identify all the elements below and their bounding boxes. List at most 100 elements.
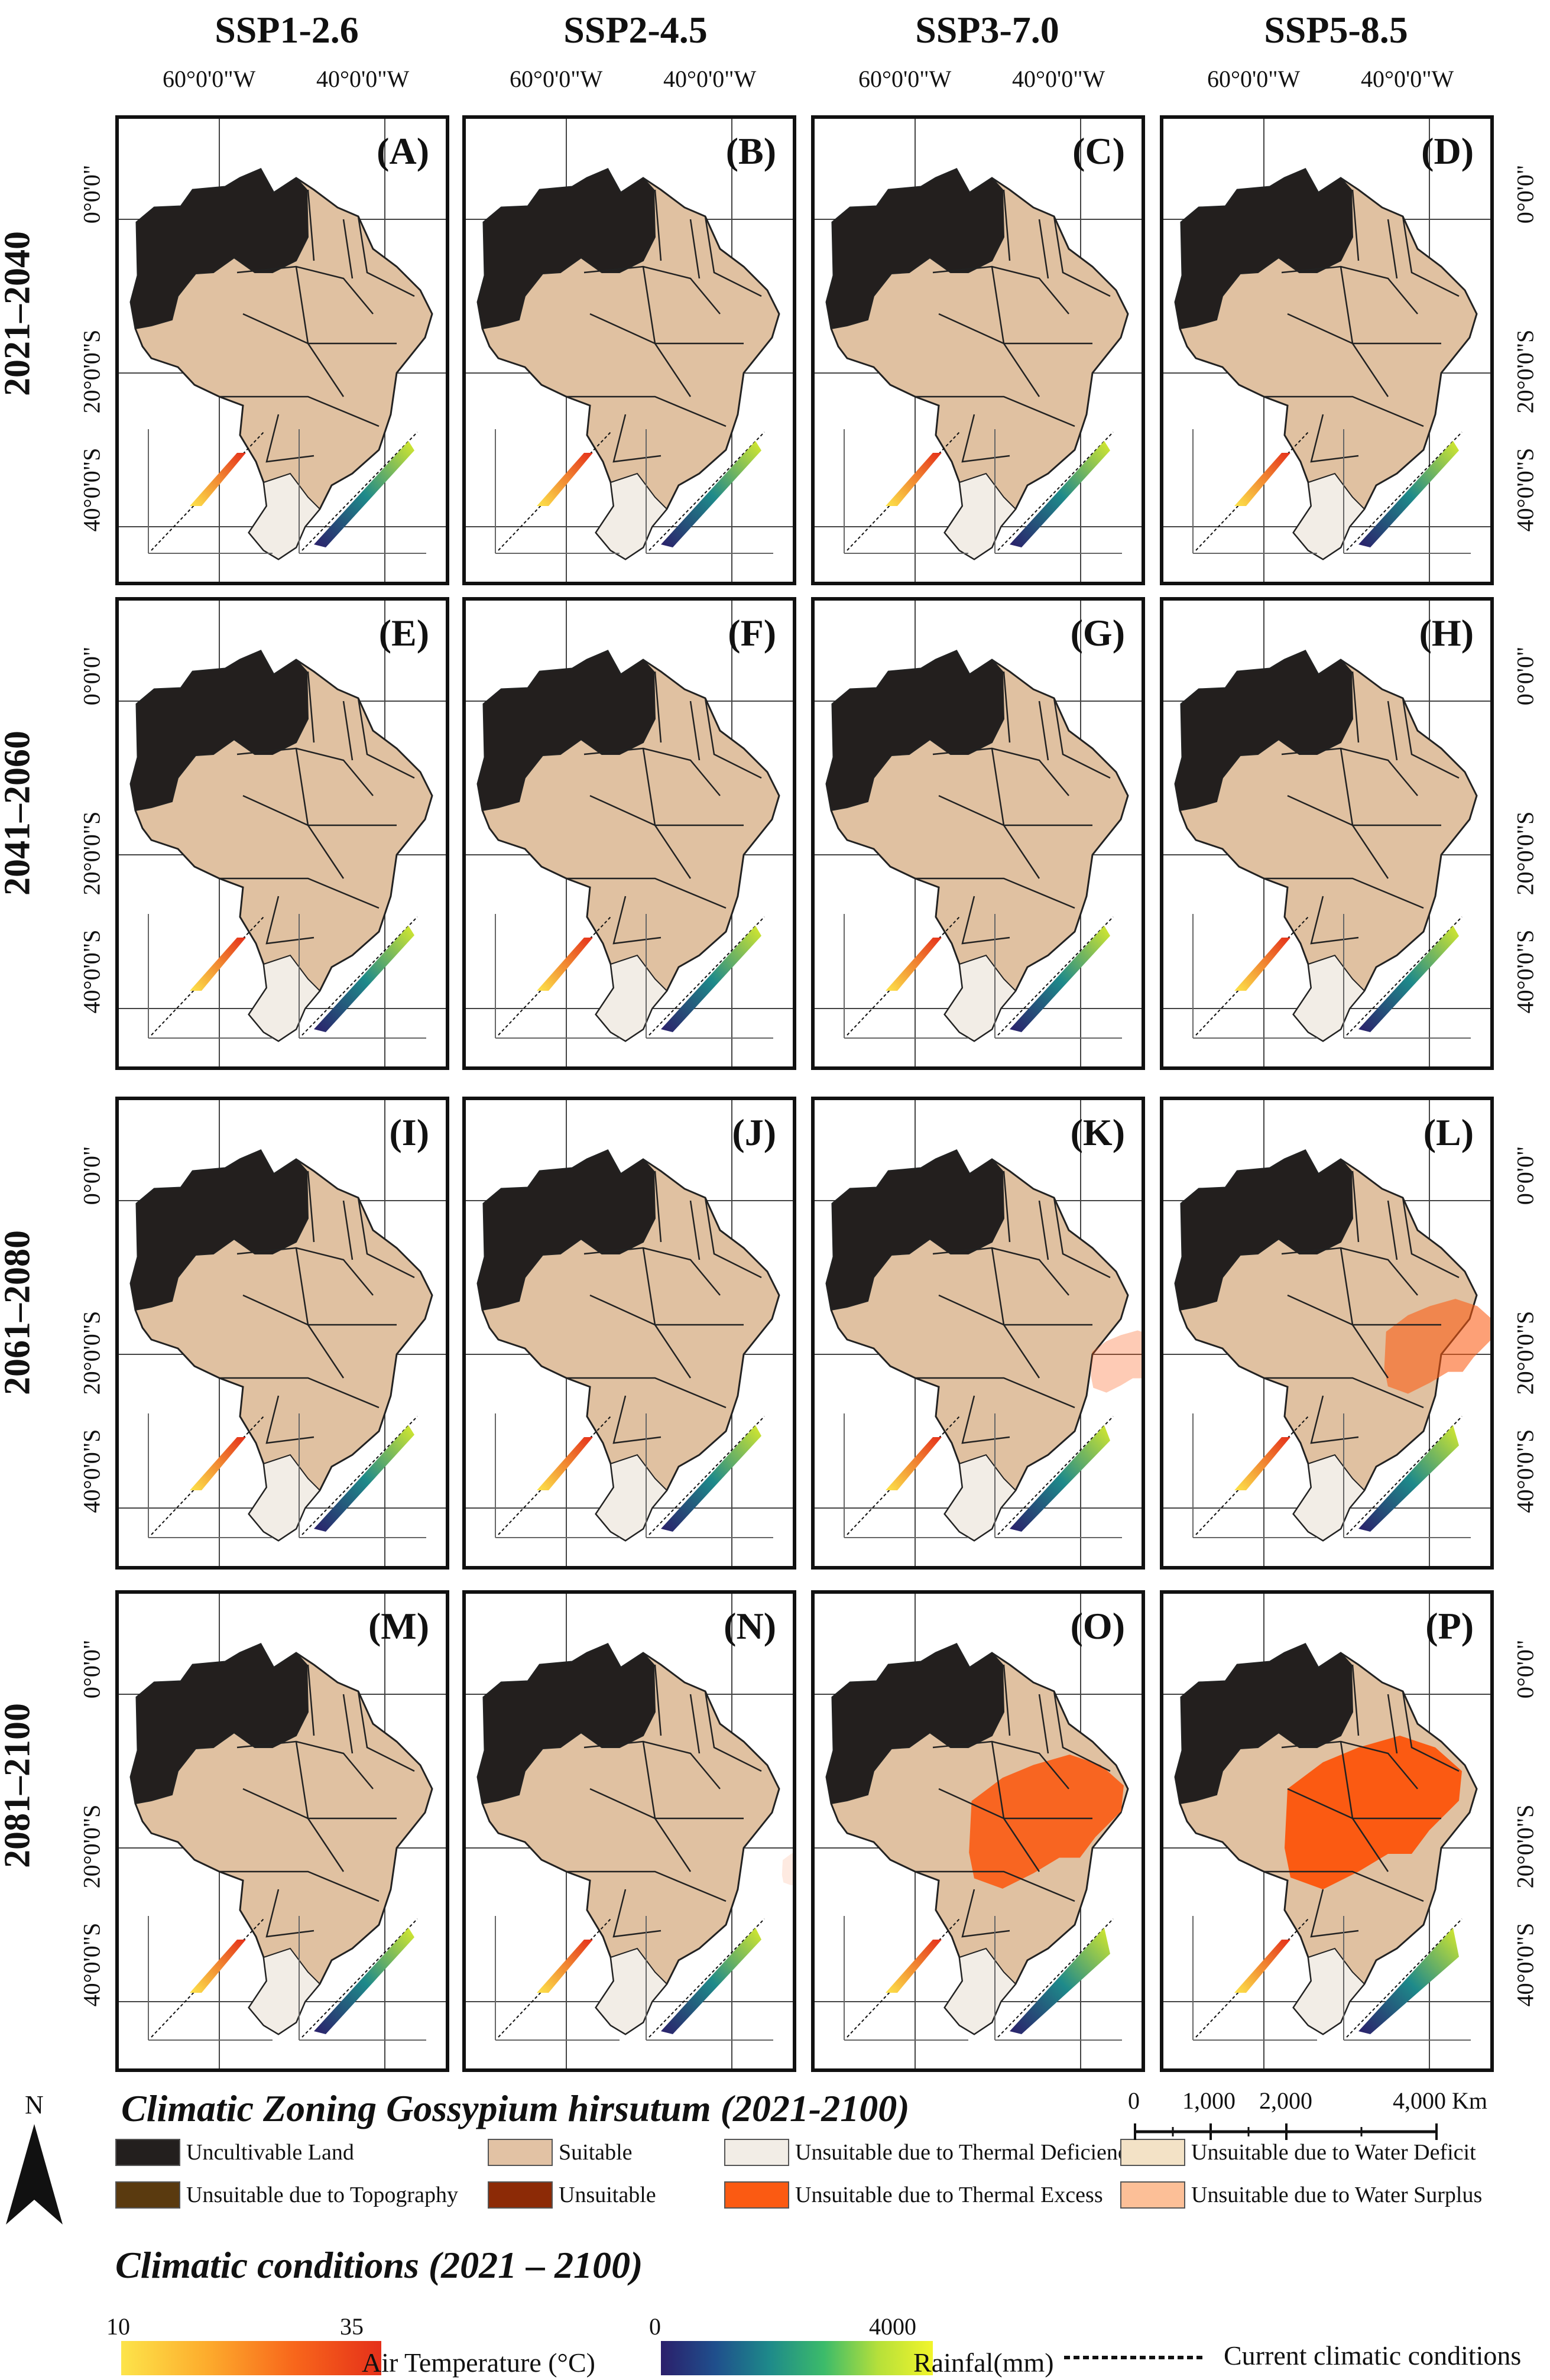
- current-conditions-line: [1064, 2356, 1206, 2359]
- brazil-map: [1163, 1594, 1490, 2068]
- state-border: [1264, 1377, 1424, 1409]
- uncultivable-region: [1174, 1643, 1354, 1805]
- inset-rain-reference-line: [301, 432, 418, 551]
- map-panel-n: (N): [462, 1590, 796, 2072]
- thermal-excess-region: [1384, 1299, 1490, 1394]
- thermal-deficiency-region: [595, 1947, 668, 2035]
- panel-letter: (G): [1070, 612, 1125, 654]
- state-border: [689, 219, 701, 279]
- thermal-deficiency-region: [943, 954, 1017, 1042]
- state-border: [307, 671, 315, 743]
- state-border: [654, 1664, 662, 1736]
- state-border: [1264, 1870, 1424, 1902]
- rain-min-label: 0: [649, 2313, 661, 2340]
- state-border: [915, 1377, 1075, 1409]
- state-border: [357, 698, 415, 779]
- panel-letter: (D): [1421, 130, 1474, 172]
- state-border: [566, 877, 727, 909]
- legend-item-suitable: Suitable: [488, 2139, 633, 2166]
- scale-bar: 0 1,000 2,000 4,000 Km: [1123, 2087, 1537, 2158]
- thermal-excess-region: [1091, 1330, 1142, 1393]
- map-panel-p: (P): [1160, 1590, 1494, 2072]
- thermal-deficiency-region: [1292, 1454, 1366, 1542]
- state-border: [1053, 216, 1111, 297]
- uncultivable-region: [1174, 650, 1354, 812]
- state-border: [654, 1170, 662, 1243]
- brazil-map: [1163, 601, 1490, 1066]
- map-panel-h: (H): [1160, 597, 1494, 1070]
- inset-temp-scatter: [537, 453, 593, 506]
- north-arrow-icon: [6, 2124, 63, 2225]
- state-border: [1387, 701, 1398, 761]
- state-border: [1287, 1294, 1441, 1326]
- uncultivable-region: [476, 168, 656, 330]
- panel-letter: (A): [377, 130, 429, 172]
- longitude-tick-label: 60°0'0"W: [163, 66, 256, 92]
- state-border: [1402, 216, 1460, 297]
- uncultivable-region: [1174, 168, 1354, 330]
- inset-rain-reference-line: [648, 1918, 765, 2038]
- state-border: [236, 265, 374, 314]
- longitude-tick-label: 40°0'0"W: [663, 66, 757, 92]
- latitude-tick-label: 0°0'0": [1512, 1639, 1539, 1699]
- latitude-tick-label: 0°0'0": [78, 1146, 105, 1205]
- longitude-tick-label: 40°0'0"W: [1012, 66, 1105, 92]
- map-panel-i: (I): [115, 1097, 449, 1570]
- swatch-unsuitable: [488, 2181, 553, 2209]
- state-border: [1351, 1170, 1360, 1243]
- thermal-deficiency-region: [943, 472, 1017, 560]
- state-border: [219, 1377, 380, 1409]
- latitude-tick-label: 20°0'0"S: [78, 1311, 105, 1395]
- zoning-legend-title: Climatic Zoning Gossypium hirsutum (2021…: [121, 2087, 910, 2129]
- uncultivable-region: [129, 1149, 309, 1311]
- map-panel-g: (G): [811, 597, 1145, 1070]
- map-panel-f: (F): [462, 597, 796, 1070]
- thermal-excess-region: [969, 1755, 1124, 1889]
- inset-rain-scatter: [1010, 1425, 1110, 1532]
- inset-rain-reference-line: [301, 1416, 418, 1535]
- inset-rain-reference-line: [997, 916, 1114, 1036]
- latitude-tick-label: 40°0'0"S: [1512, 1429, 1539, 1513]
- column-header-ssp3: SSP3-7.0: [915, 9, 1059, 51]
- thermal-deficiency-region: [248, 1454, 321, 1542]
- swatch-water-deficit: [1120, 2139, 1185, 2166]
- state-border: [1402, 1197, 1460, 1279]
- brazil-map: [815, 1100, 1142, 1566]
- state-border: [704, 1691, 762, 1772]
- state-border: [654, 189, 662, 261]
- state-border: [1038, 1200, 1049, 1260]
- legend-label: Unsuitable due to Water Surplus: [1191, 2183, 1483, 2207]
- state-border: [938, 1788, 1092, 1820]
- uncultivable-region: [129, 1643, 309, 1805]
- state-border: [1351, 1664, 1360, 1736]
- state-border: [1402, 1691, 1460, 1772]
- latitude-tick-label: 40°0'0"S: [78, 1429, 105, 1513]
- map-panel-e: (E): [115, 597, 449, 1070]
- state-border: [357, 216, 415, 297]
- longitude-tick-label: 60°0'0"W: [858, 66, 952, 92]
- state-border: [1387, 219, 1398, 279]
- state-border: [932, 265, 1069, 314]
- state-border: [1038, 1694, 1049, 1754]
- rain-gradient-bar: [661, 2341, 933, 2375]
- thermal-deficiency-region: [1292, 472, 1366, 560]
- state-border: [342, 1200, 354, 1260]
- latitude-tick-label: 0°0'0": [1512, 1146, 1539, 1205]
- inset-temp-scatter: [886, 1940, 942, 1993]
- latitude-tick-label: 20°0'0"S: [1512, 1311, 1539, 1395]
- state-border: [589, 313, 744, 345]
- state-border: [932, 747, 1069, 796]
- latitude-tick-label: 20°0'0"S: [1512, 811, 1539, 896]
- panel-j-scale-label: 10: [484, 1124, 500, 1142]
- inset-temp-scatter: [537, 1437, 593, 1490]
- map-panel-d: (D): [1160, 115, 1494, 585]
- inset-temp-scatter: [1234, 938, 1290, 991]
- inset-rain-reference-line: [1346, 1416, 1463, 1535]
- state-border: [689, 1694, 701, 1754]
- state-border: [932, 1740, 1069, 1789]
- state-border: [1310, 896, 1359, 945]
- north-label: N: [25, 2090, 44, 2119]
- state-border: [612, 414, 661, 463]
- uncultivable-region: [129, 650, 309, 812]
- inset-rain-reference-line: [1346, 432, 1463, 551]
